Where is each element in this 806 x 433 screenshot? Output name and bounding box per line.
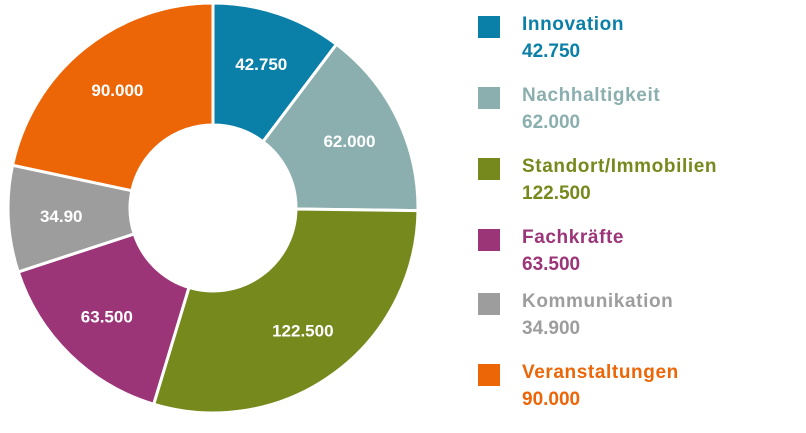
legend-value: 34.900	[522, 318, 581, 339]
legend-swatch	[478, 293, 500, 315]
legend-swatch	[478, 364, 500, 386]
legend-swatch	[478, 158, 500, 180]
legend-value: 42.750	[522, 41, 581, 62]
legend-value: 122.500	[522, 183, 591, 204]
legend-value: 90.000	[522, 389, 581, 410]
slice-standort-immobilien	[151, 207, 420, 415]
slice-data-label: 122.500	[272, 322, 333, 341]
slice-nachhaltigkeit	[260, 42, 420, 213]
legend-swatch	[478, 16, 500, 38]
legend-label: Innovation	[522, 14, 625, 35]
slice-data-label: 42.750	[235, 55, 287, 74]
slice-data-label: 90.000	[91, 81, 143, 100]
slice-data-label: 34.90	[40, 207, 83, 226]
slice-veranstaltungen	[10, 1, 215, 193]
legend-value: 62.000	[522, 112, 581, 133]
legend-label: Fachkräfte	[522, 227, 625, 248]
legend-swatch	[478, 229, 500, 251]
legend-label: Standort/Immobilien	[522, 156, 718, 177]
slice-data-label: 63.500	[81, 308, 133, 327]
legend-label: Veranstaltungen	[522, 362, 679, 383]
legend-swatch	[478, 87, 500, 109]
donut-chart: 42.750 62.000 122.500 63.500 34.90 90.000	[6, 1, 420, 415]
legend-value: 63.500	[522, 254, 581, 275]
legend-label: Nachhaltigkeit	[522, 85, 661, 106]
slice-data-label: 62.000	[323, 132, 375, 151]
legend-label: Kommunikation	[522, 291, 674, 312]
slice-fachkr-fte	[16, 232, 191, 407]
